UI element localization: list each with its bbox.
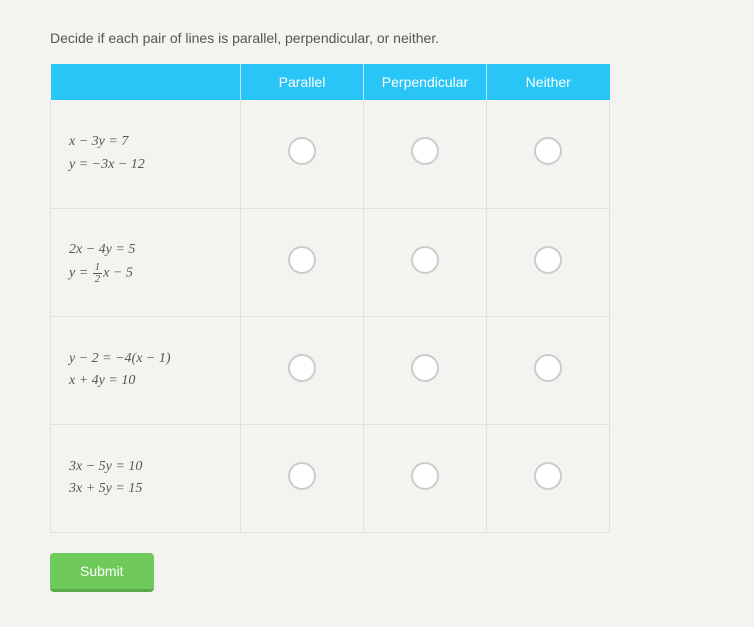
radio-perpendicular[interactable] <box>411 354 439 382</box>
radio-cell-perpendicular <box>364 316 487 424</box>
table-body: x − 3y = 7y = −3x − 122x − 4y = 5y = 12x… <box>51 100 610 532</box>
radio-cell-perpendicular <box>364 100 487 208</box>
equation-line-1: y − 2 = −4(x − 1) <box>69 348 240 370</box>
equation-line-2: y = 12x − 5 <box>69 262 240 285</box>
equation-line-2: x + 4y = 10 <box>69 370 240 392</box>
radio-parallel[interactable] <box>288 137 316 165</box>
radio-neither[interactable] <box>534 246 562 274</box>
radio-cell-perpendicular <box>364 208 487 316</box>
submit-button[interactable]: Submit <box>50 553 154 592</box>
radio-cell-parallel <box>241 100 364 208</box>
radio-cell-parallel <box>241 424 364 532</box>
radio-perpendicular[interactable] <box>411 246 439 274</box>
equation-cell: y − 2 = −4(x − 1)x + 4y = 10 <box>51 316 241 424</box>
equation-line-1: 2x − 4y = 5 <box>69 239 240 261</box>
equation-line-1: x − 3y = 7 <box>69 131 240 153</box>
equation-cell: x − 3y = 7y = −3x − 12 <box>51 100 241 208</box>
radio-cell-perpendicular <box>364 424 487 532</box>
radio-cell-neither <box>487 208 610 316</box>
header-parallel: Parallel <box>241 64 364 100</box>
table-row: 3x − 5y = 103x + 5y = 15 <box>51 424 610 532</box>
radio-parallel[interactable] <box>288 246 316 274</box>
question-prompt: Decide if each pair of lines is parallel… <box>50 30 704 46</box>
radio-cell-neither <box>487 100 610 208</box>
radio-cell-parallel <box>241 208 364 316</box>
radio-perpendicular[interactable] <box>411 462 439 490</box>
table-row: x − 3y = 7y = −3x − 12 <box>51 100 610 208</box>
equation-cell: 2x − 4y = 5y = 12x − 5 <box>51 208 241 316</box>
header-neither: Neither <box>487 64 610 100</box>
radio-perpendicular[interactable] <box>411 137 439 165</box>
header-blank <box>51 64 241 100</box>
header-perpendicular: Perpendicular <box>364 64 487 100</box>
equation-line-2: y = −3x − 12 <box>69 154 240 176</box>
equation-line-1: 3x − 5y = 10 <box>69 456 240 478</box>
equation-cell: 3x − 5y = 103x + 5y = 15 <box>51 424 241 532</box>
radio-cell-neither <box>487 424 610 532</box>
radio-neither[interactable] <box>534 462 562 490</box>
table-row: 2x − 4y = 5y = 12x − 5 <box>51 208 610 316</box>
equation-line-2: 3x + 5y = 15 <box>69 478 240 500</box>
radio-parallel[interactable] <box>288 354 316 382</box>
table-row: y − 2 = −4(x − 1)x + 4y = 10 <box>51 316 610 424</box>
radio-cell-neither <box>487 316 610 424</box>
radio-cell-parallel <box>241 316 364 424</box>
quiz-table: Parallel Perpendicular Neither x − 3y = … <box>50 64 610 533</box>
radio-neither[interactable] <box>534 137 562 165</box>
radio-neither[interactable] <box>534 354 562 382</box>
radio-parallel[interactable] <box>288 462 316 490</box>
